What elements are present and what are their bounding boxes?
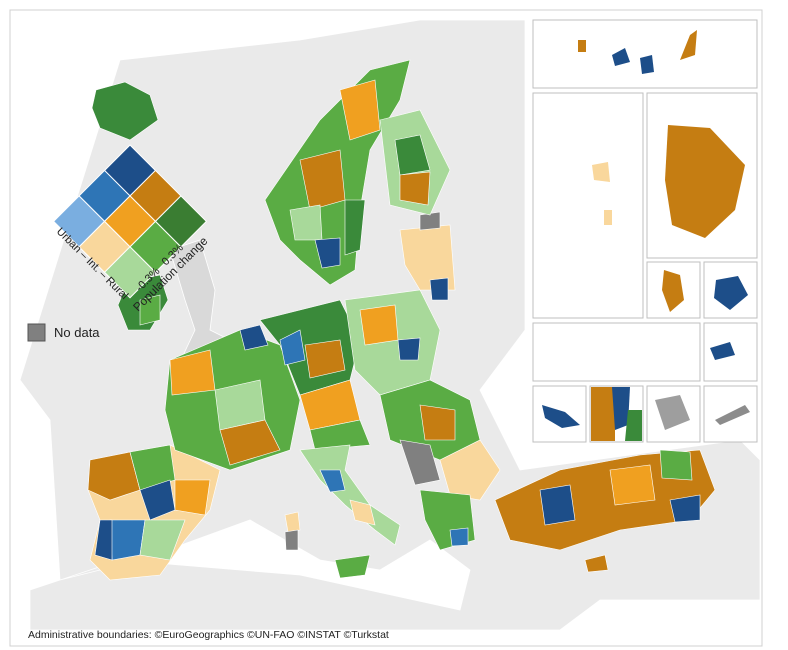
no-data-swatch [27, 323, 46, 342]
iberia [87, 444, 221, 581]
attribution: Administrative boundaries: ©EuroGeograph… [28, 629, 389, 641]
iceland [91, 81, 159, 141]
no-data-label: No data [54, 325, 100, 340]
insets [532, 19, 758, 443]
baltic [399, 211, 456, 301]
italy [284, 444, 401, 579]
scandinavia [264, 59, 451, 286]
cyprus [584, 554, 609, 573]
western-europe [164, 299, 371, 471]
turkey [494, 449, 716, 551]
eastern-europe [344, 289, 501, 551]
legend-diamond [52, 144, 208, 299]
